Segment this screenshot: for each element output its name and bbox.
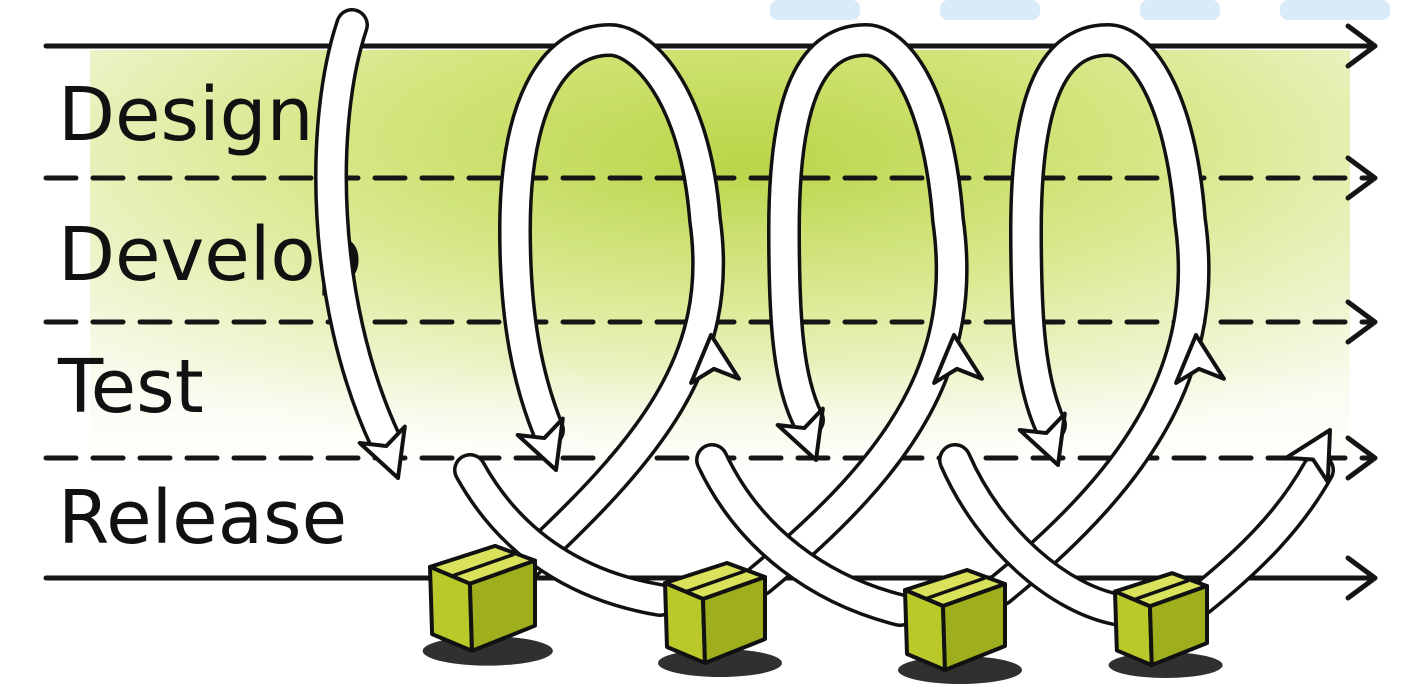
package-box-icon (1108, 571, 1223, 679)
package-box-icon (658, 561, 782, 677)
release-boxes (422, 543, 1223, 684)
arrow-right-icon (1345, 299, 1378, 345)
arrow-right-icon (1345, 435, 1378, 481)
cycle-arrow-icon (938, 443, 1137, 627)
stage-label-design: Design (58, 72, 314, 158)
arrow-right-icon (1345, 23, 1378, 69)
package-box-icon (898, 568, 1022, 684)
arrow-down-icon (775, 406, 825, 462)
cycle-arrow-icon (498, 23, 741, 587)
stage-label-release: Release (58, 475, 347, 561)
stage-label-test: Test (57, 344, 204, 430)
arrow-up-icon (1174, 333, 1226, 385)
cycle-arrow-icon (743, 23, 984, 597)
cycle-arrow-icon (695, 443, 917, 627)
arrow-up-icon (1284, 428, 1332, 484)
arrow-up-icon (932, 333, 984, 385)
arrow-right-icon (1345, 555, 1378, 601)
stage-label-develop: Develop (58, 212, 363, 298)
cycle-arrow-icon (453, 453, 677, 617)
arrow-down-icon (357, 424, 407, 480)
arrow-right-icon (1345, 155, 1378, 201)
package-box-icon (422, 543, 553, 666)
cycle-loops (314, 8, 1335, 627)
cycle-arrow-icon (983, 23, 1226, 607)
cycle-arrow-icon (1183, 428, 1335, 617)
arrow-up-icon (689, 333, 741, 385)
arrow-down-icon (515, 416, 565, 472)
arrow-down-icon (1017, 411, 1067, 467)
cycle-arrow-icon (314, 8, 407, 480)
background-shape (770, 0, 1390, 20)
